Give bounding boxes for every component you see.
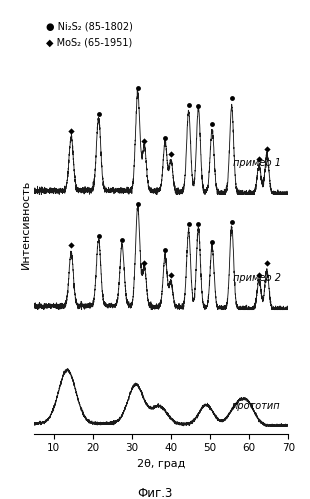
Text: ● Ni₂S₂ (85-1802): ● Ni₂S₂ (85-1802) [46,21,133,31]
Text: ◆ MoS₂ (65-1951): ◆ MoS₂ (65-1951) [46,37,132,47]
Text: прототип: прототип [232,401,281,411]
Text: пример 2: пример 2 [232,273,281,283]
Y-axis label: Интенсивность: Интенсивность [21,180,31,269]
X-axis label: 2θ, град: 2θ, град [137,459,185,469]
Text: пример 1: пример 1 [232,158,281,168]
Text: Фиг.3: Фиг.3 [137,487,173,499]
